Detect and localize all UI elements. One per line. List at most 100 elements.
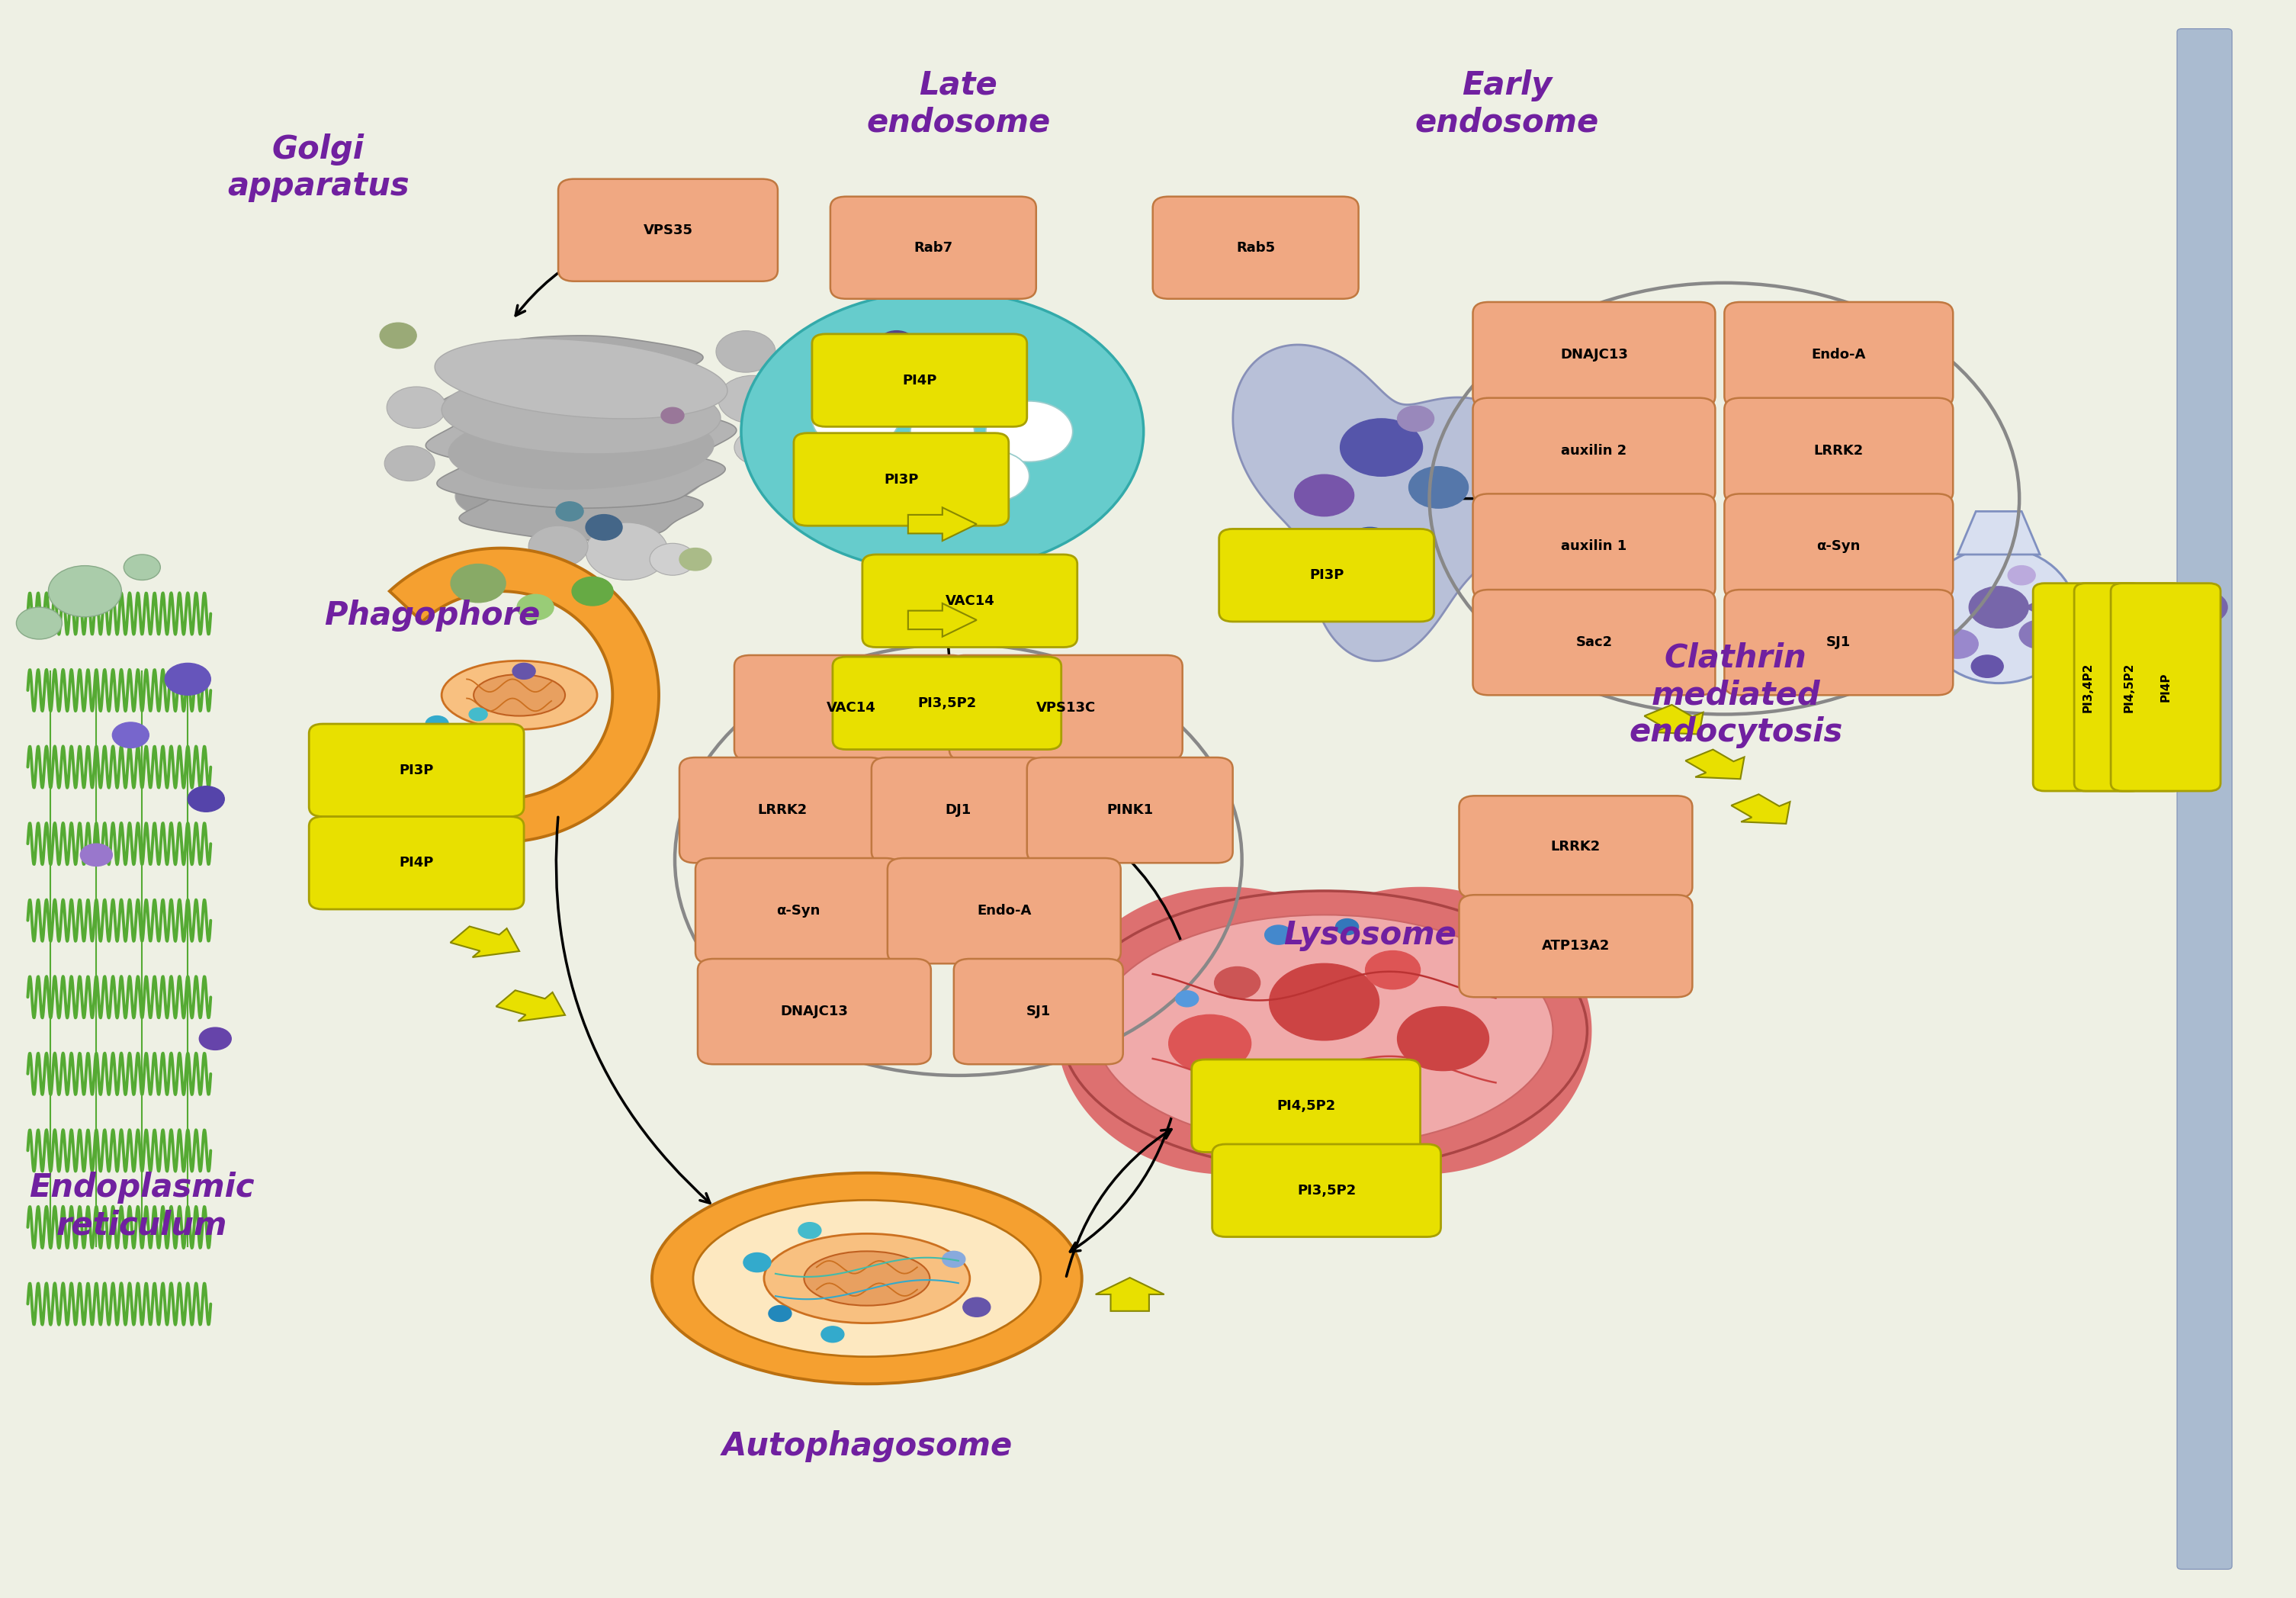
Text: PINK1: PINK1 [1107, 804, 1153, 817]
Circle shape [572, 577, 613, 606]
Circle shape [1366, 951, 1421, 989]
Circle shape [2009, 566, 2034, 585]
Text: PI3,5P2: PI3,5P2 [918, 697, 976, 710]
Text: ATP13A2: ATP13A2 [1541, 940, 1609, 952]
Circle shape [661, 407, 684, 423]
FancyBboxPatch shape [1472, 398, 1715, 503]
Circle shape [512, 663, 535, 679]
Circle shape [1410, 467, 1467, 508]
Circle shape [1348, 527, 1394, 559]
Circle shape [585, 515, 622, 540]
Text: LRRK2: LRRK2 [758, 804, 808, 817]
Circle shape [769, 1306, 792, 1322]
Circle shape [1398, 1007, 1488, 1071]
FancyBboxPatch shape [1192, 1059, 1421, 1152]
Text: Late
endosome: Late endosome [866, 69, 1049, 139]
Ellipse shape [1922, 547, 2076, 684]
Text: Early
endosome: Early endosome [1414, 69, 1598, 139]
Polygon shape [436, 368, 726, 431]
Text: Endo-A: Endo-A [1812, 348, 1867, 361]
Text: LRRK2: LRRK2 [1814, 444, 1864, 457]
Polygon shape [441, 374, 721, 454]
Ellipse shape [1095, 914, 1552, 1147]
Polygon shape [450, 927, 519, 957]
Polygon shape [459, 483, 703, 540]
Circle shape [2018, 620, 2060, 649]
Circle shape [955, 451, 1029, 502]
FancyBboxPatch shape [948, 655, 1182, 761]
Text: VAC14: VAC14 [946, 594, 994, 607]
Text: PI3,5P2: PI3,5P2 [1297, 1184, 1357, 1197]
FancyBboxPatch shape [310, 724, 523, 817]
Text: Golgi
apparatus: Golgi apparatus [227, 133, 409, 203]
Text: PI4,5P2: PI4,5P2 [2124, 662, 2135, 713]
Text: LRRK2: LRRK2 [1550, 841, 1600, 853]
FancyBboxPatch shape [1026, 757, 1233, 863]
Text: DNAJC13: DNAJC13 [1561, 348, 1628, 361]
Circle shape [716, 331, 776, 372]
FancyBboxPatch shape [1724, 494, 1954, 599]
FancyBboxPatch shape [1472, 590, 1715, 695]
Circle shape [962, 1298, 990, 1317]
FancyBboxPatch shape [680, 757, 886, 863]
FancyBboxPatch shape [735, 655, 967, 761]
Text: PI3P: PI3P [884, 473, 918, 486]
Circle shape [80, 844, 113, 866]
Circle shape [1970, 586, 2027, 628]
Circle shape [445, 730, 473, 749]
Circle shape [1336, 919, 1359, 935]
Circle shape [879, 331, 914, 356]
Circle shape [985, 401, 1072, 462]
Ellipse shape [1238, 975, 1410, 1087]
Circle shape [517, 594, 553, 620]
Circle shape [1938, 630, 1979, 658]
Text: Rab7: Rab7 [914, 241, 953, 254]
Circle shape [501, 738, 523, 754]
Circle shape [468, 708, 487, 721]
Polygon shape [1644, 705, 1704, 733]
Circle shape [165, 663, 211, 695]
FancyBboxPatch shape [1724, 398, 1954, 503]
Polygon shape [390, 548, 659, 842]
FancyBboxPatch shape [1724, 302, 1954, 407]
FancyBboxPatch shape [831, 197, 1035, 299]
FancyBboxPatch shape [310, 817, 523, 909]
Circle shape [1176, 991, 1199, 1007]
Circle shape [719, 376, 788, 423]
FancyBboxPatch shape [696, 858, 902, 964]
Circle shape [383, 446, 434, 481]
FancyBboxPatch shape [1472, 494, 1715, 599]
Ellipse shape [473, 674, 565, 716]
Ellipse shape [1061, 892, 1587, 1170]
Circle shape [813, 388, 900, 449]
Circle shape [1341, 419, 1424, 476]
Circle shape [450, 564, 505, 602]
Circle shape [1972, 655, 2004, 678]
Circle shape [650, 543, 696, 575]
Text: PI3P: PI3P [1309, 569, 1343, 582]
Ellipse shape [804, 1251, 930, 1306]
Circle shape [799, 1222, 822, 1238]
FancyBboxPatch shape [2032, 583, 2142, 791]
FancyBboxPatch shape [1153, 197, 1359, 299]
Text: VPS35: VPS35 [643, 224, 693, 237]
Circle shape [1270, 964, 1380, 1040]
Polygon shape [459, 336, 703, 393]
Text: Lysosome: Lysosome [1283, 919, 1456, 951]
FancyBboxPatch shape [698, 959, 930, 1064]
Text: auxilin 2: auxilin 2 [1561, 444, 1628, 457]
Text: auxilin 1: auxilin 1 [1561, 540, 1628, 553]
Text: Endo-A: Endo-A [976, 904, 1031, 917]
FancyBboxPatch shape [863, 555, 1077, 647]
Polygon shape [1056, 887, 1401, 1175]
Text: PI4P: PI4P [2161, 673, 2172, 702]
FancyBboxPatch shape [1460, 796, 1692, 898]
Circle shape [425, 716, 448, 732]
FancyBboxPatch shape [2073, 583, 2183, 791]
Circle shape [1295, 475, 1355, 516]
Polygon shape [1249, 887, 1591, 1175]
Circle shape [556, 502, 583, 521]
Circle shape [2181, 591, 2227, 623]
FancyBboxPatch shape [1724, 590, 1954, 695]
FancyBboxPatch shape [1219, 529, 1435, 622]
